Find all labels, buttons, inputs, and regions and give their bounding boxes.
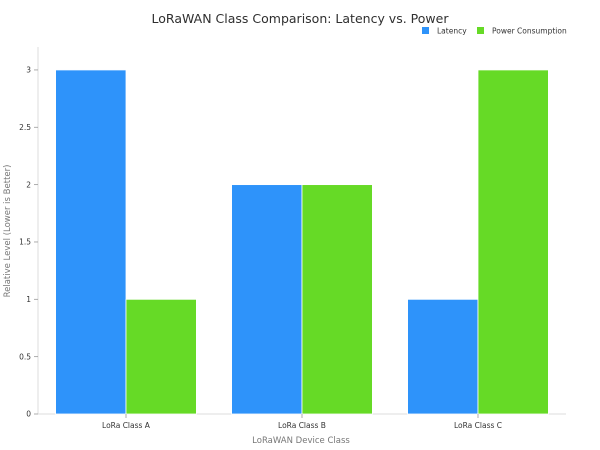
y-tick-label: 0.5 <box>19 352 31 361</box>
x-axis-ticks: LoRa Class A LoRa Class B LoRa Class C <box>102 414 502 430</box>
y-tick-label: 2.5 <box>19 123 31 132</box>
legend-label: Power Consumption <box>492 27 567 36</box>
chart-title: LoRaWAN Class Comparison: Latency vs. Po… <box>152 11 450 26</box>
bar-power-consumption-lora-class-c <box>477 69 549 415</box>
y-axis-label: Relative Level (Lower is Better) <box>3 165 13 298</box>
bar-power-consumption-lora-class-b <box>301 184 373 415</box>
y-tick-label: 1 <box>26 295 31 304</box>
y-tick-label: 1.5 <box>19 238 31 247</box>
bar-latency-lora-class-c <box>407 298 479 415</box>
y-axis-ticks: 0 0.5 1 1.5 2 2.5 3 <box>19 66 38 419</box>
y-tick-label: 3 <box>26 66 31 75</box>
bar-latency-lora-class-a <box>55 69 127 415</box>
bar-latency-lora-class-b <box>231 184 303 415</box>
plot-area: 00.511.522.53 LoRa Class A LoRa Class B Lo… <box>19 47 566 430</box>
bars <box>55 69 549 415</box>
legend-label: Latency <box>437 27 467 36</box>
x-tick-label: LoRa Class A <box>102 421 151 430</box>
x-tick-label: LoRa Class B <box>278 421 326 430</box>
x-axis-label: LoRaWAN Device Class <box>252 436 350 446</box>
legend-swatch-power-consumption <box>477 27 484 34</box>
bar-power-consumption-lora-class-a <box>125 298 197 415</box>
y-tick-label: 0 <box>26 410 31 419</box>
legend-swatch-latency <box>422 27 429 34</box>
legend: Latency Power Consumption <box>422 27 567 36</box>
x-tick-label: LoRa Class C <box>454 421 502 430</box>
y-tick-label: 2 <box>26 180 31 189</box>
